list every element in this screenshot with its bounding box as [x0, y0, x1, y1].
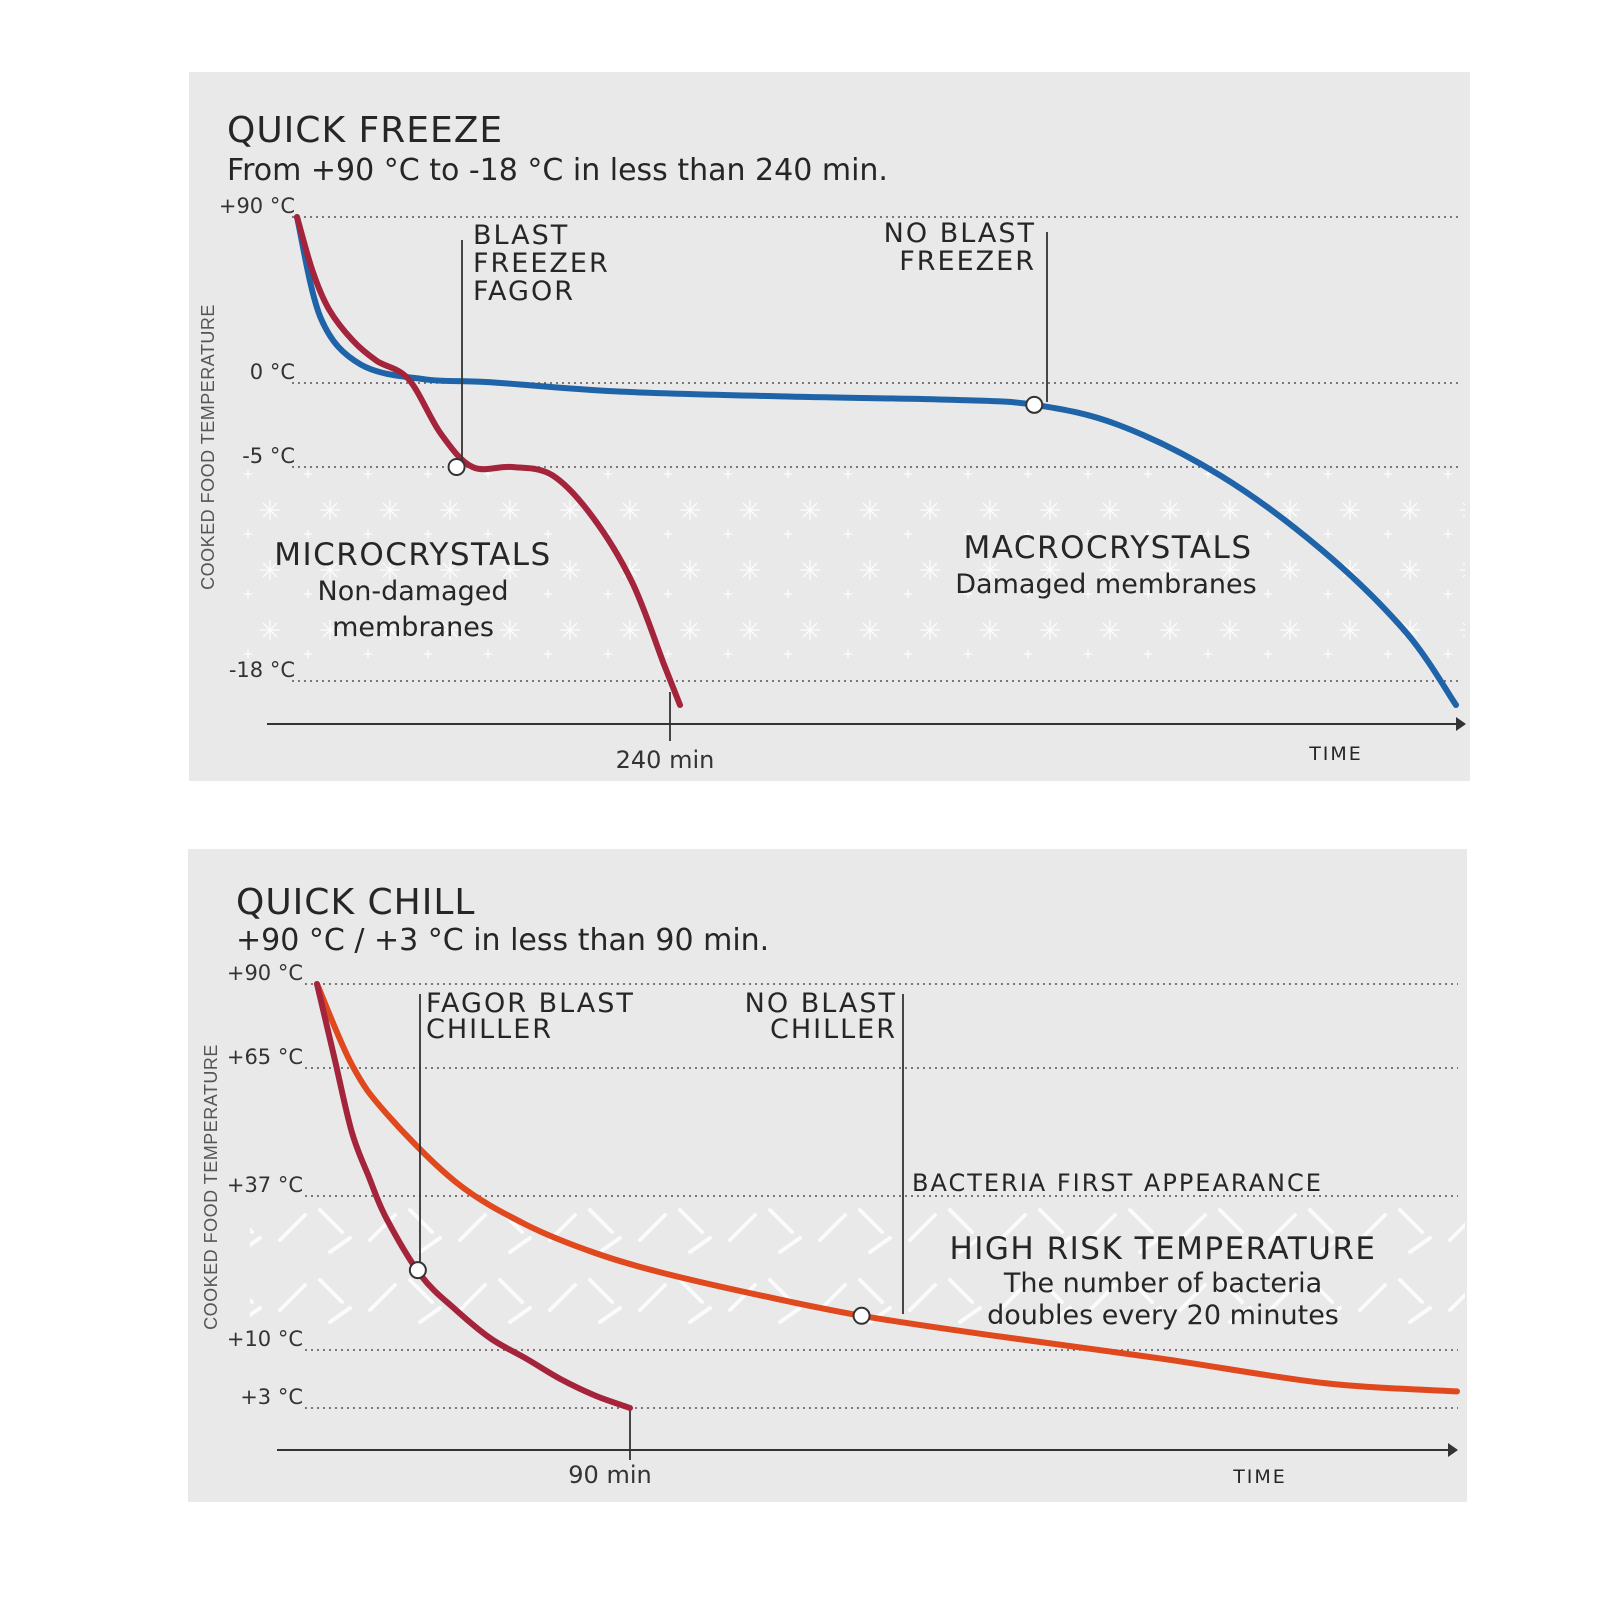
- chill-high-risk-heading: HIGH RISK TEMPERATURE: [949, 1231, 1376, 1267]
- freeze-noblast-marker: [1025, 395, 1044, 414]
- freeze-microcrystals-line2: membranes: [332, 612, 494, 643]
- freeze-microcrystals-line1: Non-damaged: [318, 576, 509, 607]
- chill-y-tick-label-1: +65 °C: [227, 1045, 303, 1069]
- freeze-subtitle: From +90 °C to -18 °C in less than 240 m…: [227, 153, 888, 188]
- freeze-fagor-label-1: BLAST: [473, 220, 569, 251]
- chill-y-tick-label-3: +10 °C: [227, 1327, 303, 1351]
- chill-xlabel: TIME: [1232, 1466, 1287, 1488]
- freeze-x-axis-arrow: [1456, 717, 1466, 731]
- chill-y-tick-label-4: +3 °C: [240, 1385, 303, 1409]
- freeze-y-tick-label-1: 0 °C: [250, 360, 295, 384]
- chill-y-tick-labels: +90 °C +65 °C +37 °C +10 °C +3 °C: [227, 961, 303, 1409]
- chill-y-tick-label-2: +37 °C: [227, 1173, 303, 1197]
- chill-y-tick-label-0: +90 °C: [227, 961, 303, 985]
- freeze-xlabel: TIME: [1308, 743, 1363, 765]
- chill-subtitle: +90 °C / +3 °C in less than 90 min.: [236, 923, 769, 958]
- freeze-y-tick-label-3: -18 °C: [229, 658, 295, 682]
- chill-x-axis-arrow: [1448, 1443, 1458, 1457]
- chill-ylabel: COOKED FOOD TEMPERATURE: [201, 1044, 221, 1330]
- freeze-ylabel: COOKED FOOD TEMPERATURE: [198, 304, 218, 590]
- quick-chill-chart: QUICK CHILL +90 °C / +3 °C in less than …: [201, 882, 1460, 1489]
- freeze-x-tick-240: 240 min: [616, 746, 715, 774]
- freeze-fagor-label-3: FAGOR: [473, 276, 575, 307]
- freeze-y-tick-labels: +90 °C 0 °C -5 °C -18 °C: [219, 194, 295, 682]
- chill-no-blast-curve: [314, 981, 1460, 1395]
- chill-gridlines: [305, 983, 1458, 1409]
- chill-bacteria-label: BACTERIA FIRST APPEARANCE: [912, 1169, 1323, 1197]
- freeze-microcrystals-heading: MICROCRYSTALS: [274, 537, 551, 573]
- freeze-macrocrystals-line1: Damaged membranes: [955, 569, 1256, 600]
- chill-fagor-label-2: CHILLER: [426, 1014, 553, 1045]
- chill-title: QUICK CHILL: [236, 882, 475, 923]
- chill-high-risk-line2: doubles every 20 minutes: [987, 1300, 1339, 1331]
- freeze-noblast-label-1: NO BLAST: [884, 218, 1036, 249]
- freeze-fagor-label-2: FREEZER: [473, 248, 610, 279]
- chill-fagor-label-1: FAGOR BLAST: [426, 988, 635, 1019]
- chill-fagor-blast-curve: [314, 981, 633, 1411]
- chill-fagor-marker: [408, 1261, 427, 1280]
- chill-x-tick-90: 90 min: [568, 1461, 651, 1489]
- chill-high-risk-line1: The number of bacteria: [1003, 1268, 1322, 1299]
- freeze-y-tick-label-2: -5 °C: [242, 444, 295, 468]
- chill-noblast-label-1: NO BLAST: [745, 988, 897, 1019]
- freeze-y-tick-label-0: +90 °C: [219, 194, 295, 218]
- quick-freeze-chart: QUICK FREEZE From +90 °C to -18 °C in le…: [198, 110, 1466, 774]
- quick-chill-panel: [188, 849, 1467, 1502]
- freeze-fagor-marker: [447, 458, 466, 476]
- freeze-title: QUICK FREEZE: [227, 110, 503, 151]
- freeze-macrocrystals-heading: MACROCRYSTALS: [964, 530, 1253, 566]
- chill-noblast-marker: [852, 1306, 871, 1325]
- freeze-noblast-label-2: FREEZER: [899, 246, 1036, 277]
- freeze-no-blast-curve: [294, 214, 1459, 708]
- chill-noblast-label-2: CHILLER: [770, 1014, 897, 1045]
